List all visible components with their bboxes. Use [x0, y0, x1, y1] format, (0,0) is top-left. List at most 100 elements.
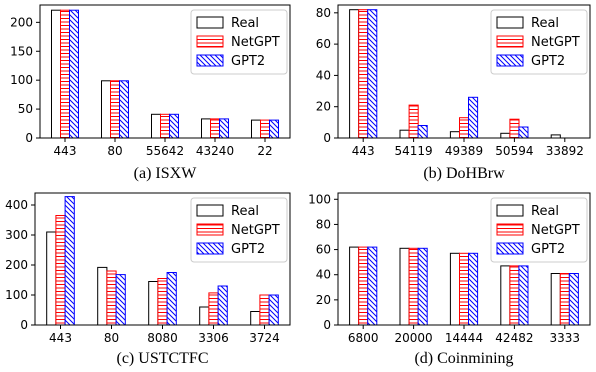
y-tick-label-c-1: 100 [5, 288, 28, 302]
x-tick-label-b-3: 50594 [495, 144, 533, 158]
caption-d: (d) Coinmining [414, 350, 513, 367]
bar-gpt2-d-0 [367, 246, 378, 326]
caption-b: (b) DoHBrw [423, 165, 505, 182]
legend-swatch-real-b [496, 16, 524, 29]
plot-frame-c [34, 192, 291, 326]
x-tick-label-a-4: 22 [257, 144, 272, 158]
yticks-d: 0 20 40 60 80 100 [308, 192, 338, 332]
y-tick-label-d-2: 40 [316, 268, 331, 282]
bar-real-a-0 [51, 9, 61, 139]
panel-b: 0 20 40 60 80 443 54119 49389 50594 33892 Real Ne… [316, 4, 591, 182]
legend-label-real-a: Real [231, 16, 259, 31]
bar-netgpt-b-2 [459, 117, 470, 139]
bar-real-d-1 [399, 247, 410, 326]
x-tick-label-d-2: 14444 [445, 331, 483, 345]
y-tick-label-b-1: 20 [316, 100, 331, 114]
x-tick-label-d-3: 42482 [495, 331, 533, 345]
y-tick-label-c-2: 200 [5, 258, 28, 272]
y-tick-label-d-5: 100 [308, 192, 331, 206]
legend-swatch-gpt2-a [196, 54, 224, 67]
bar-gpt2-c-2 [166, 272, 177, 326]
plot-frame-d [337, 192, 591, 326]
legend-swatch-real-d [496, 204, 524, 217]
bar-real-c-0 [46, 231, 57, 326]
y-tick-label-d-3: 60 [316, 243, 331, 257]
x-tick-label-c-1: 80 [104, 331, 119, 345]
bar-real-b-1 [399, 129, 410, 139]
x-tick-label-d-1: 20000 [395, 331, 433, 345]
caption-c: (c) USTCTFC [117, 350, 209, 367]
bar-gpt2-b-3 [518, 126, 529, 139]
bar-real-c-2 [148, 281, 159, 326]
bar-netgpt-d-2 [459, 252, 470, 326]
legend-swatch-gpt2-d [496, 242, 524, 255]
bar-gpt2-c-3 [217, 285, 228, 326]
legend-label-netgpt-d: NetGPT [531, 223, 580, 238]
bar-gpt2-d-1 [417, 247, 428, 326]
legend-label-netgpt-a: NetGPT [231, 35, 280, 50]
y-tick-label-c-0: 0 [20, 318, 28, 332]
legend-c: Real NetGPT GPT2 [190, 197, 288, 263]
bar-real-a-1 [101, 80, 111, 139]
x-tick-label-b-0: 443 [352, 144, 375, 158]
bar-gpt2-c-1 [115, 274, 126, 326]
bar-netgpt-b-0 [358, 9, 369, 139]
y-tick-label-a-2: 100 [10, 73, 33, 87]
legend-label-gpt2-a: GPT2 [231, 54, 265, 69]
bar-netgpt-d-1 [408, 247, 419, 326]
x-tick-label-d-0: 6800 [348, 331, 379, 345]
y-tick-label-c-3: 300 [5, 228, 28, 242]
yticks-b: 0 20 40 60 80 [316, 6, 338, 145]
bar-netgpt-d-4 [559, 273, 570, 326]
legend-swatch-real-c [196, 204, 224, 217]
bar-gpt2-a-0 [69, 9, 79, 139]
y-tick-label-b-0: 0 [323, 131, 331, 145]
bar-real-a-3 [201, 118, 211, 139]
legend-label-gpt2-b: GPT2 [531, 54, 565, 69]
bar-netgpt-c-4 [259, 294, 270, 326]
xticks-b: 443 54119 49389 50594 33892 [352, 138, 584, 158]
plot-frame-a [39, 4, 291, 139]
bar-netgpt-c-3 [208, 292, 219, 326]
bar-gpt2-c-0 [64, 196, 75, 326]
bar-real-b-3 [500, 132, 511, 139]
legend-swatch-netgpt-a [196, 35, 224, 48]
y-tick-label-b-2: 40 [316, 68, 331, 82]
bar-real-b-0 [349, 9, 360, 139]
xticks-a: 443 80 55642 43240 22 [54, 138, 273, 158]
bar-gpt2-a-3 [219, 118, 229, 139]
bar-gpt2-a-1 [119, 80, 129, 139]
legend-swatch-netgpt-b [496, 35, 524, 48]
bar-real-d-2 [449, 252, 460, 326]
bar-netgpt-c-0 [55, 215, 66, 326]
x-tick-label-a-0: 443 [54, 144, 77, 158]
xticks-d: 6800 20000 14444 42482 3333 [348, 325, 580, 345]
legend-label-real-d: Real [531, 204, 559, 219]
bar-netgpt-c-1 [106, 270, 117, 326]
bar-real-b-2 [449, 131, 460, 139]
bar-real-a-2 [151, 113, 161, 139]
y-tick-label-b-4: 80 [316, 6, 331, 20]
legend-swatch-netgpt-c [196, 223, 224, 236]
bar-netgpt-a-0 [60, 9, 70, 139]
legend-b: Real NetGPT GPT2 [490, 9, 588, 75]
bar-real-d-3 [500, 265, 511, 326]
bar-netgpt-a-4 [260, 119, 270, 139]
y-tick-label-d-4: 80 [316, 217, 331, 231]
bar-gpt2-b-2 [468, 96, 479, 139]
x-tick-label-a-1: 80 [107, 144, 122, 158]
bar-netgpt-a-2 [160, 113, 170, 139]
y-tick-label-d-0: 0 [323, 318, 331, 332]
y-tick-label-a-1: 50 [18, 102, 33, 116]
bar-gpt2-d-4 [568, 273, 579, 326]
legend-label-gpt2-c: GPT2 [231, 242, 265, 257]
legend-label-netgpt-b: NetGPT [531, 35, 580, 50]
bar-real-c-4 [250, 311, 261, 326]
legend-swatch-gpt2-c [196, 242, 224, 255]
bar-gpt2-b-1 [417, 125, 428, 139]
legend-swatch-real-a [196, 16, 224, 29]
bar-gpt2-a-4 [269, 119, 279, 139]
bar-netgpt-a-1 [110, 80, 120, 139]
